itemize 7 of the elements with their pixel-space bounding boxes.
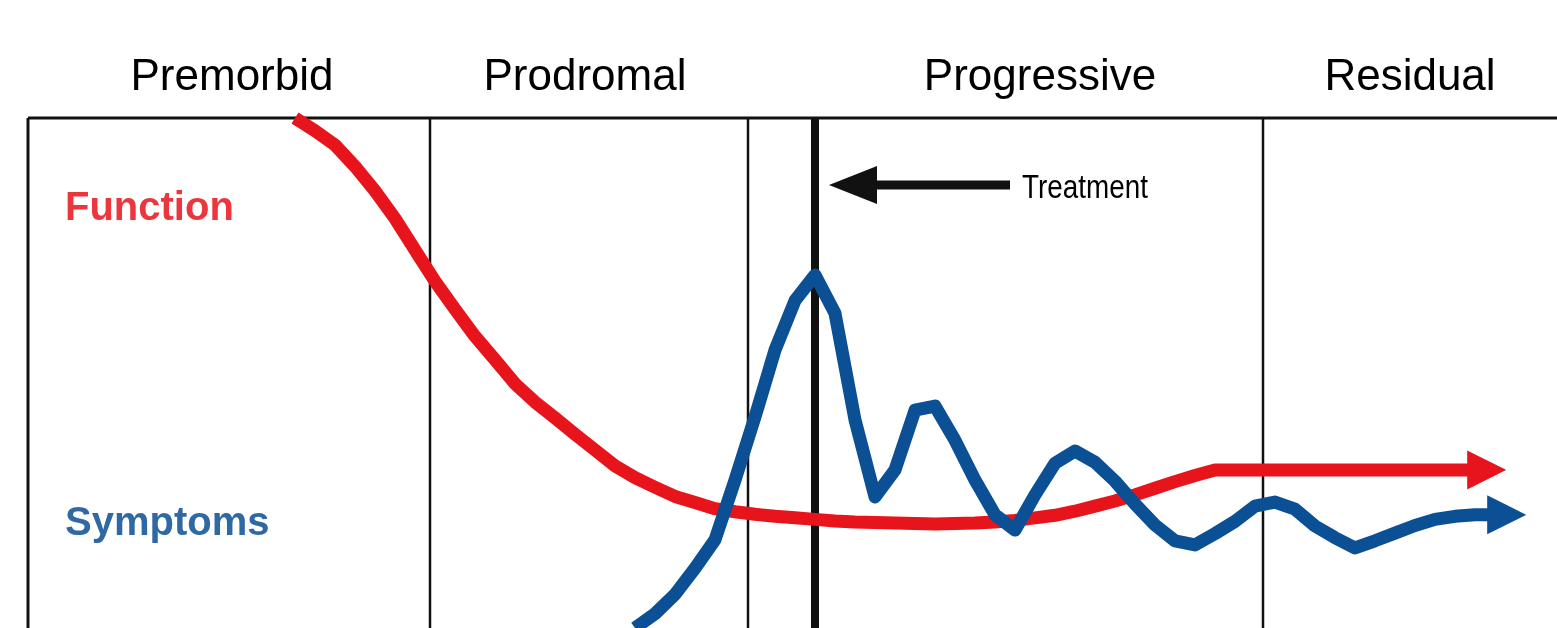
annotation: Treatment	[1022, 167, 1149, 206]
text: Function	[65, 184, 234, 228]
text: Residual	[1324, 50, 1496, 99]
text: Premorbid	[130, 50, 334, 99]
text: Symptoms	[65, 499, 270, 543]
text: Progressive	[923, 50, 1157, 99]
text: Prodromal	[483, 50, 687, 99]
